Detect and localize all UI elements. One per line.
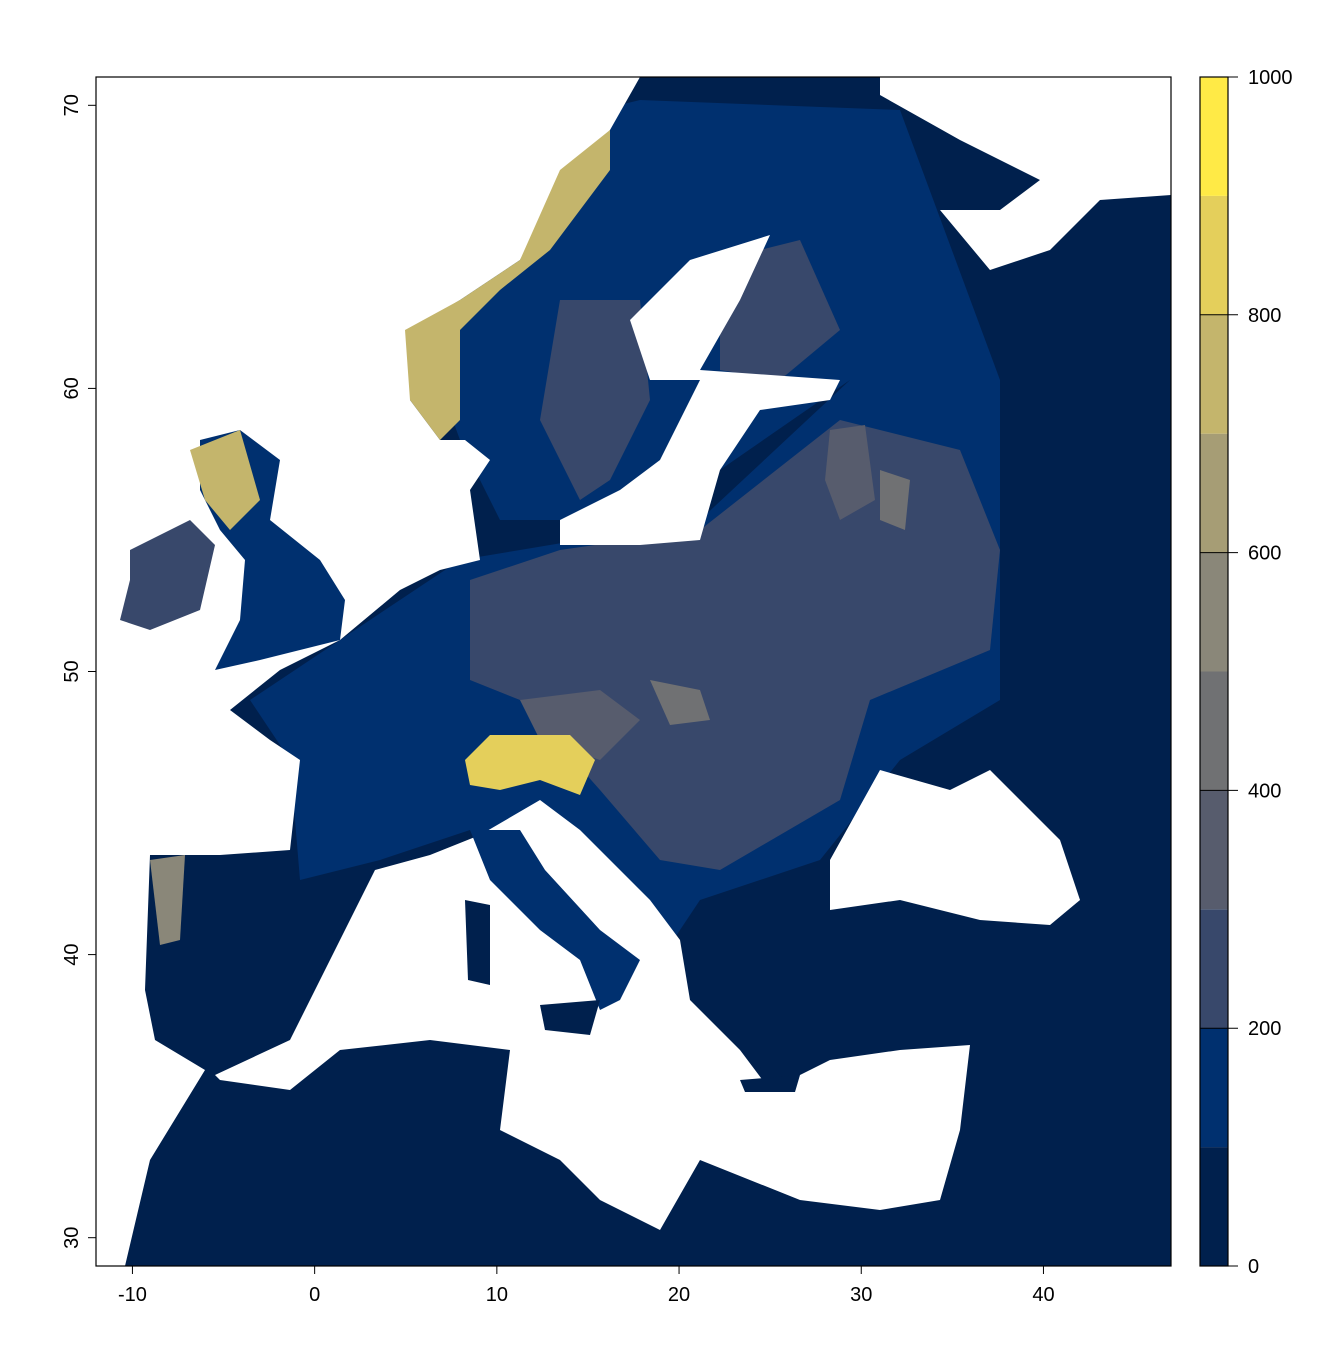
land-ireland — [120, 520, 215, 630]
legend-swatch — [1200, 77, 1228, 196]
x-tick-label: 20 — [668, 1284, 690, 1306]
legend-swatch — [1200, 1028, 1228, 1148]
legend-swatch — [1200, 790, 1228, 910]
x-tick-label: -10 — [118, 1284, 147, 1306]
legend-swatch — [1200, 1147, 1228, 1266]
sea-atlantic — [96, 77, 640, 1266]
region-alps — [465, 735, 595, 795]
legend-swatch — [1200, 433, 1228, 553]
x-tick-label: 10 — [486, 1284, 508, 1306]
map-raster — [96, 77, 1171, 1266]
legend-tick-label: 400 — [1248, 780, 1281, 802]
region-plateau-2 — [880, 470, 910, 530]
region-norway-coast-high — [405, 130, 610, 440]
legend-swatch — [1200, 314, 1228, 434]
y-axis: 30 40 50 60 70 — [61, 94, 96, 1249]
color-legend: 0 200 400 600 800 1000 — [1199, 67, 1293, 1278]
land-sicily — [540, 1000, 600, 1035]
legend-tick-label: 0 — [1248, 1256, 1259, 1278]
region-scotland-high — [190, 430, 260, 530]
region-sweden-mid — [540, 300, 650, 500]
legend-swatch — [1200, 195, 1228, 315]
legend-tick-label: 600 — [1248, 543, 1281, 565]
legend-tick-label: 1000 — [1248, 67, 1293, 89]
y-tick-label: 40 — [61, 943, 83, 965]
x-tick-label: 30 — [850, 1284, 872, 1306]
y-tick-label: 50 — [61, 660, 83, 682]
sea-black — [830, 770, 1080, 925]
sea-baltic — [560, 235, 840, 545]
x-tick-label: 0 — [309, 1284, 320, 1306]
land-sardinia — [465, 900, 490, 985]
x-tick-label: 40 — [1032, 1284, 1054, 1306]
legend-swatch — [1200, 671, 1228, 791]
legend-tick-label: 200 — [1248, 1018, 1281, 1040]
region-iberia-northwest — [150, 855, 185, 945]
y-tick-label: 30 — [61, 1227, 83, 1249]
legend-swatch — [1200, 552, 1228, 672]
region-plateau — [825, 425, 875, 520]
x-axis: -10 0 10 20 30 40 — [118, 1266, 1055, 1306]
region-carpathian — [650, 680, 710, 725]
legend-swatch — [1200, 909, 1228, 1029]
land-crete — [740, 1075, 800, 1092]
legend-tick-label: 800 — [1248, 305, 1281, 327]
sea-barents — [880, 77, 1171, 270]
y-tick-label: 70 — [61, 94, 83, 116]
y-tick-label: 60 — [61, 377, 83, 399]
land-italy — [470, 830, 640, 1010]
